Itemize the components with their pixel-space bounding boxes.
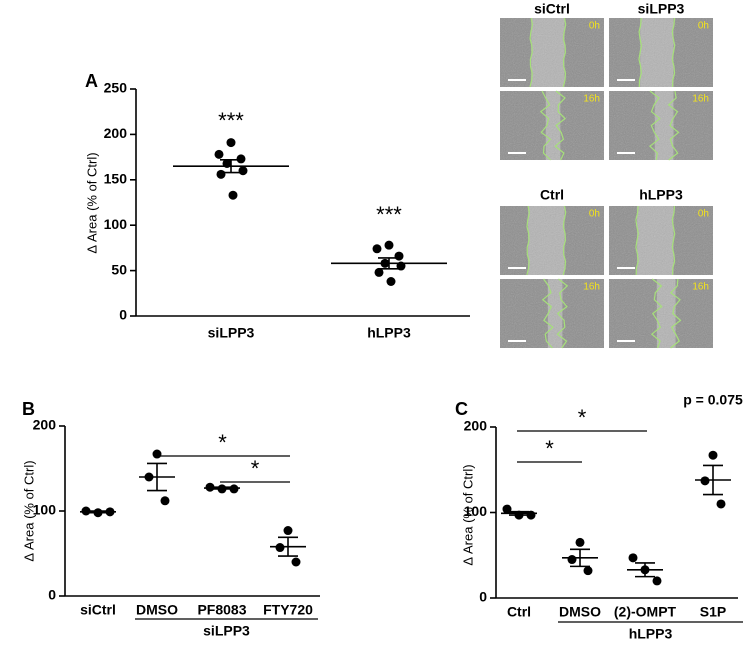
time-label: 0h — [589, 21, 600, 32]
texture — [500, 18, 604, 87]
y-tick-label: 100 — [464, 503, 488, 519]
x-tick-label: (2)-OMPT — [614, 604, 677, 620]
texture — [500, 206, 604, 275]
micrograph-column-label: hLPP3 — [639, 187, 683, 203]
texture — [609, 206, 713, 275]
data-point — [275, 543, 285, 553]
texture — [500, 91, 604, 160]
x-tick-label: DMSO — [559, 604, 601, 620]
data-point — [652, 576, 662, 586]
wound-edge — [648, 90, 661, 161]
data-point — [716, 499, 726, 509]
x-tick-label: siLPP3 — [208, 325, 255, 341]
data-point — [372, 244, 382, 254]
wound-edge — [671, 205, 676, 276]
group-label: hLPP3 — [629, 626, 673, 642]
x-tick-label: hLPP3 — [367, 325, 411, 341]
data-point — [567, 555, 577, 565]
y-tick-label: 200 — [104, 125, 128, 141]
significance-label: * — [578, 405, 587, 430]
x-tick-label: PF8083 — [197, 602, 246, 618]
wound-edge — [638, 17, 643, 88]
wound-edge — [539, 90, 552, 161]
group-label: siLPP3 — [203, 623, 250, 639]
wound-edge — [541, 278, 554, 349]
y-tick-label: 50 — [111, 261, 127, 277]
annotation: *** — [218, 108, 244, 133]
time-label: 0h — [698, 209, 709, 220]
data-point — [575, 537, 585, 547]
wound-edge — [562, 17, 567, 88]
texture — [500, 279, 604, 348]
data-point — [628, 553, 638, 563]
wound-edge — [635, 205, 639, 276]
panel-letter: A — [85, 71, 98, 91]
texture — [609, 18, 713, 87]
wound-edge — [554, 90, 567, 161]
wound-edge — [529, 17, 534, 88]
y-tick-label: 0 — [479, 589, 487, 605]
data-point — [226, 138, 236, 148]
x-tick-label: DMSO — [136, 602, 178, 618]
significance-label: * — [251, 456, 260, 481]
significance-label: * — [218, 430, 227, 455]
y-tick-label: 150 — [104, 171, 128, 187]
panel-letter: C — [455, 399, 468, 419]
data-point — [283, 526, 293, 536]
data-point — [394, 251, 404, 261]
time-label: 0h — [698, 21, 709, 32]
data-point — [583, 566, 593, 576]
x-tick-label: S1P — [700, 604, 726, 620]
wound-edge — [670, 278, 682, 349]
data-point — [216, 169, 226, 179]
wound-edge — [526, 205, 530, 276]
micrograph-column-label: Ctrl — [540, 187, 564, 203]
wound-edge — [671, 17, 676, 88]
time-label: 16h — [583, 94, 600, 105]
data-point — [152, 449, 162, 459]
texture — [609, 279, 713, 348]
wound-edge — [562, 205, 567, 276]
x-tick-label: Ctrl — [507, 604, 531, 620]
wound-edge — [556, 278, 569, 349]
data-point — [386, 276, 396, 286]
annotation: p = 0.075 — [683, 392, 743, 408]
significance-label: * — [545, 436, 554, 461]
annotation: *** — [376, 202, 402, 227]
data-point — [238, 166, 248, 176]
data-point — [291, 557, 301, 567]
x-tick-label: siCtrl — [80, 602, 116, 618]
data-point — [708, 450, 718, 460]
time-label: 16h — [583, 282, 600, 293]
data-point — [236, 154, 246, 164]
time-label: 0h — [589, 209, 600, 220]
y-tick-label: 100 — [33, 502, 57, 518]
data-point — [160, 496, 170, 506]
panel-letter: B — [22, 399, 35, 419]
data-point — [228, 190, 238, 200]
y-tick-label: 100 — [104, 216, 128, 232]
data-point — [384, 240, 394, 250]
data-point — [374, 267, 384, 277]
data-point — [214, 149, 224, 159]
time-label: 16h — [692, 282, 709, 293]
y-tick-label: 200 — [464, 418, 488, 434]
y-axis-label: Δ Area (% of Ctrl) — [84, 152, 99, 253]
y-tick-label: 250 — [104, 80, 128, 96]
micrograph-column-label: siLPP3 — [638, 1, 685, 17]
y-axis-label: Δ Area (% of Ctrl) — [21, 460, 36, 561]
data-point — [700, 476, 710, 486]
y-tick-label: 0 — [48, 587, 56, 603]
texture — [609, 91, 713, 160]
micrograph-column-label: siCtrl — [534, 1, 570, 17]
y-tick-label: 200 — [33, 417, 57, 433]
y-axis-label: Δ Area (% of Ctrl) — [460, 464, 475, 565]
y-tick-label: 0 — [119, 307, 127, 323]
time-label: 16h — [692, 94, 709, 105]
wound-edge — [650, 278, 663, 349]
wound-edge — [667, 90, 680, 161]
x-tick-label: FTY720 — [263, 602, 313, 618]
